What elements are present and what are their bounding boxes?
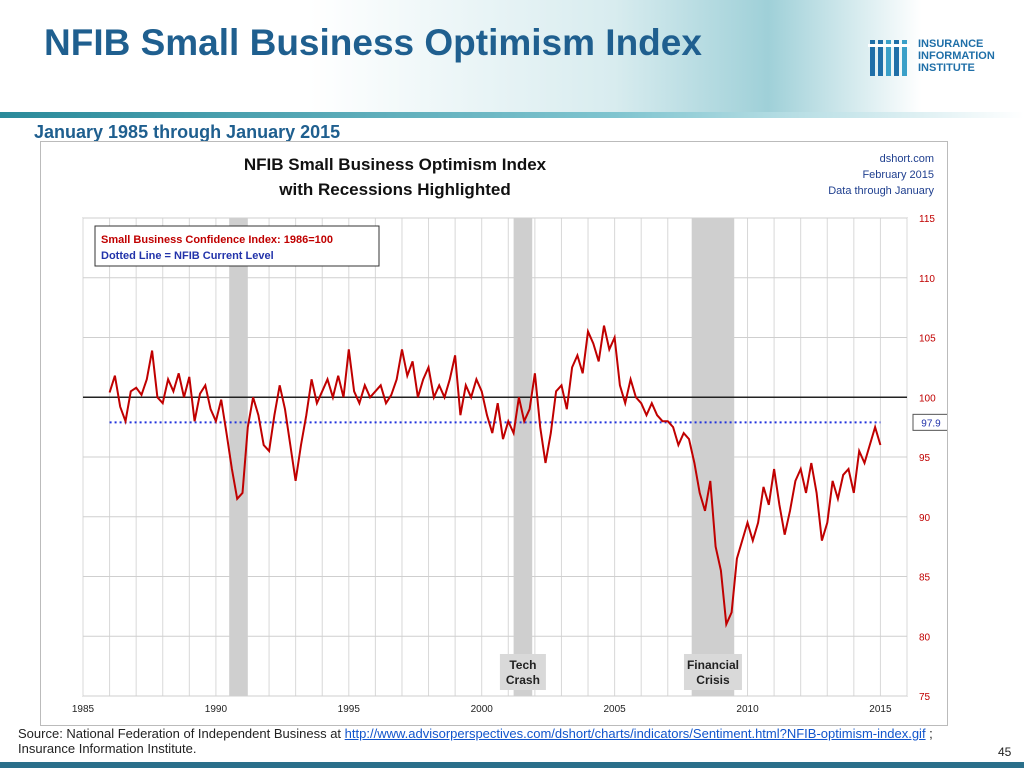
chart-frame: Tech Crash Financial Crisis 97.9 75 80 85 90 95 10… — [40, 141, 948, 726]
chart-title: NFIB Small Business Optimism Index — [244, 155, 547, 174]
current-level-label: 97.9 — [921, 418, 941, 429]
footer-prefix: Source: National Federation of Independe… — [18, 726, 345, 741]
source-note-line: February 2015 — [862, 169, 934, 181]
recession-label: Financial — [687, 658, 739, 672]
x-tick-label: 1995 — [338, 704, 361, 715]
x-tick-label: 1990 — [205, 704, 228, 715]
x-tick-label: 1985 — [72, 704, 95, 715]
recession-label: Tech — [509, 658, 536, 672]
logo-bars-icon — [868, 40, 910, 76]
slide-subtitle: January 1985 through January 2015 — [34, 122, 341, 142]
recession-band — [229, 218, 248, 696]
source-footer: Source: National Federation of Independe… — [18, 726, 968, 756]
y-tick-label: 75 — [919, 692, 931, 703]
logo-text: INSURANCE INFORMATION INSTITUTE — [918, 38, 995, 74]
source-note-line: dshort.com — [880, 153, 934, 165]
x-tick-label: 2000 — [471, 704, 494, 715]
recession-label: Crisis — [696, 673, 730, 687]
recession-band — [513, 218, 533, 696]
y-tick-label: 100 — [919, 393, 936, 404]
y-tick-label: 85 — [919, 573, 931, 584]
recession-label-box — [499, 654, 546, 690]
x-tick-label: 2015 — [869, 704, 892, 715]
chart-subtitle: with Recessions Highlighted — [278, 180, 510, 199]
y-tick-label: 95 — [919, 453, 931, 464]
recession-label-box — [683, 654, 742, 690]
y-tick-label: 80 — [919, 632, 931, 643]
legend-line-2: Dotted Line = NFIB Current Level — [101, 250, 274, 262]
y-tick-label: 115 — [919, 214, 935, 225]
footer-suffix: ; Insurance Information Institute. — [18, 726, 933, 756]
legend-box — [94, 225, 380, 267]
recession-label: Crash — [506, 673, 540, 687]
header-divider — [0, 112, 1024, 118]
logo-line-1: INSURANCE — [918, 38, 984, 50]
legend-line-1: Small Business Confidence Index: 1986=10… — [101, 234, 333, 246]
recession-band — [691, 218, 735, 696]
iii-logo: INSURANCE INFORMATION INSTITUTE — [868, 38, 1018, 78]
x-tick-label: 2010 — [736, 704, 759, 715]
page-number: 45 — [998, 745, 1012, 759]
y-tick-label: 105 — [919, 334, 936, 345]
header-band — [0, 0, 1024, 112]
source-note-line: Data through January — [828, 185, 934, 197]
slide-title: NFIB Small Business Optimism Index — [44, 22, 702, 63]
y-tick-label: 90 — [919, 513, 931, 524]
x-tick-label: 2005 — [603, 704, 626, 715]
current-level-label-box — [912, 413, 947, 431]
source-link[interactable]: http://www.advisorperspectives.com/dshor… — [344, 726, 926, 741]
footer-bar — [0, 762, 1024, 768]
index-series-line — [108, 325, 882, 629]
y-tick-label: 110 — [919, 274, 935, 285]
logo-line-2: INFORMATION — [918, 50, 995, 62]
logo-line-3: INSTITUTE — [918, 62, 975, 74]
